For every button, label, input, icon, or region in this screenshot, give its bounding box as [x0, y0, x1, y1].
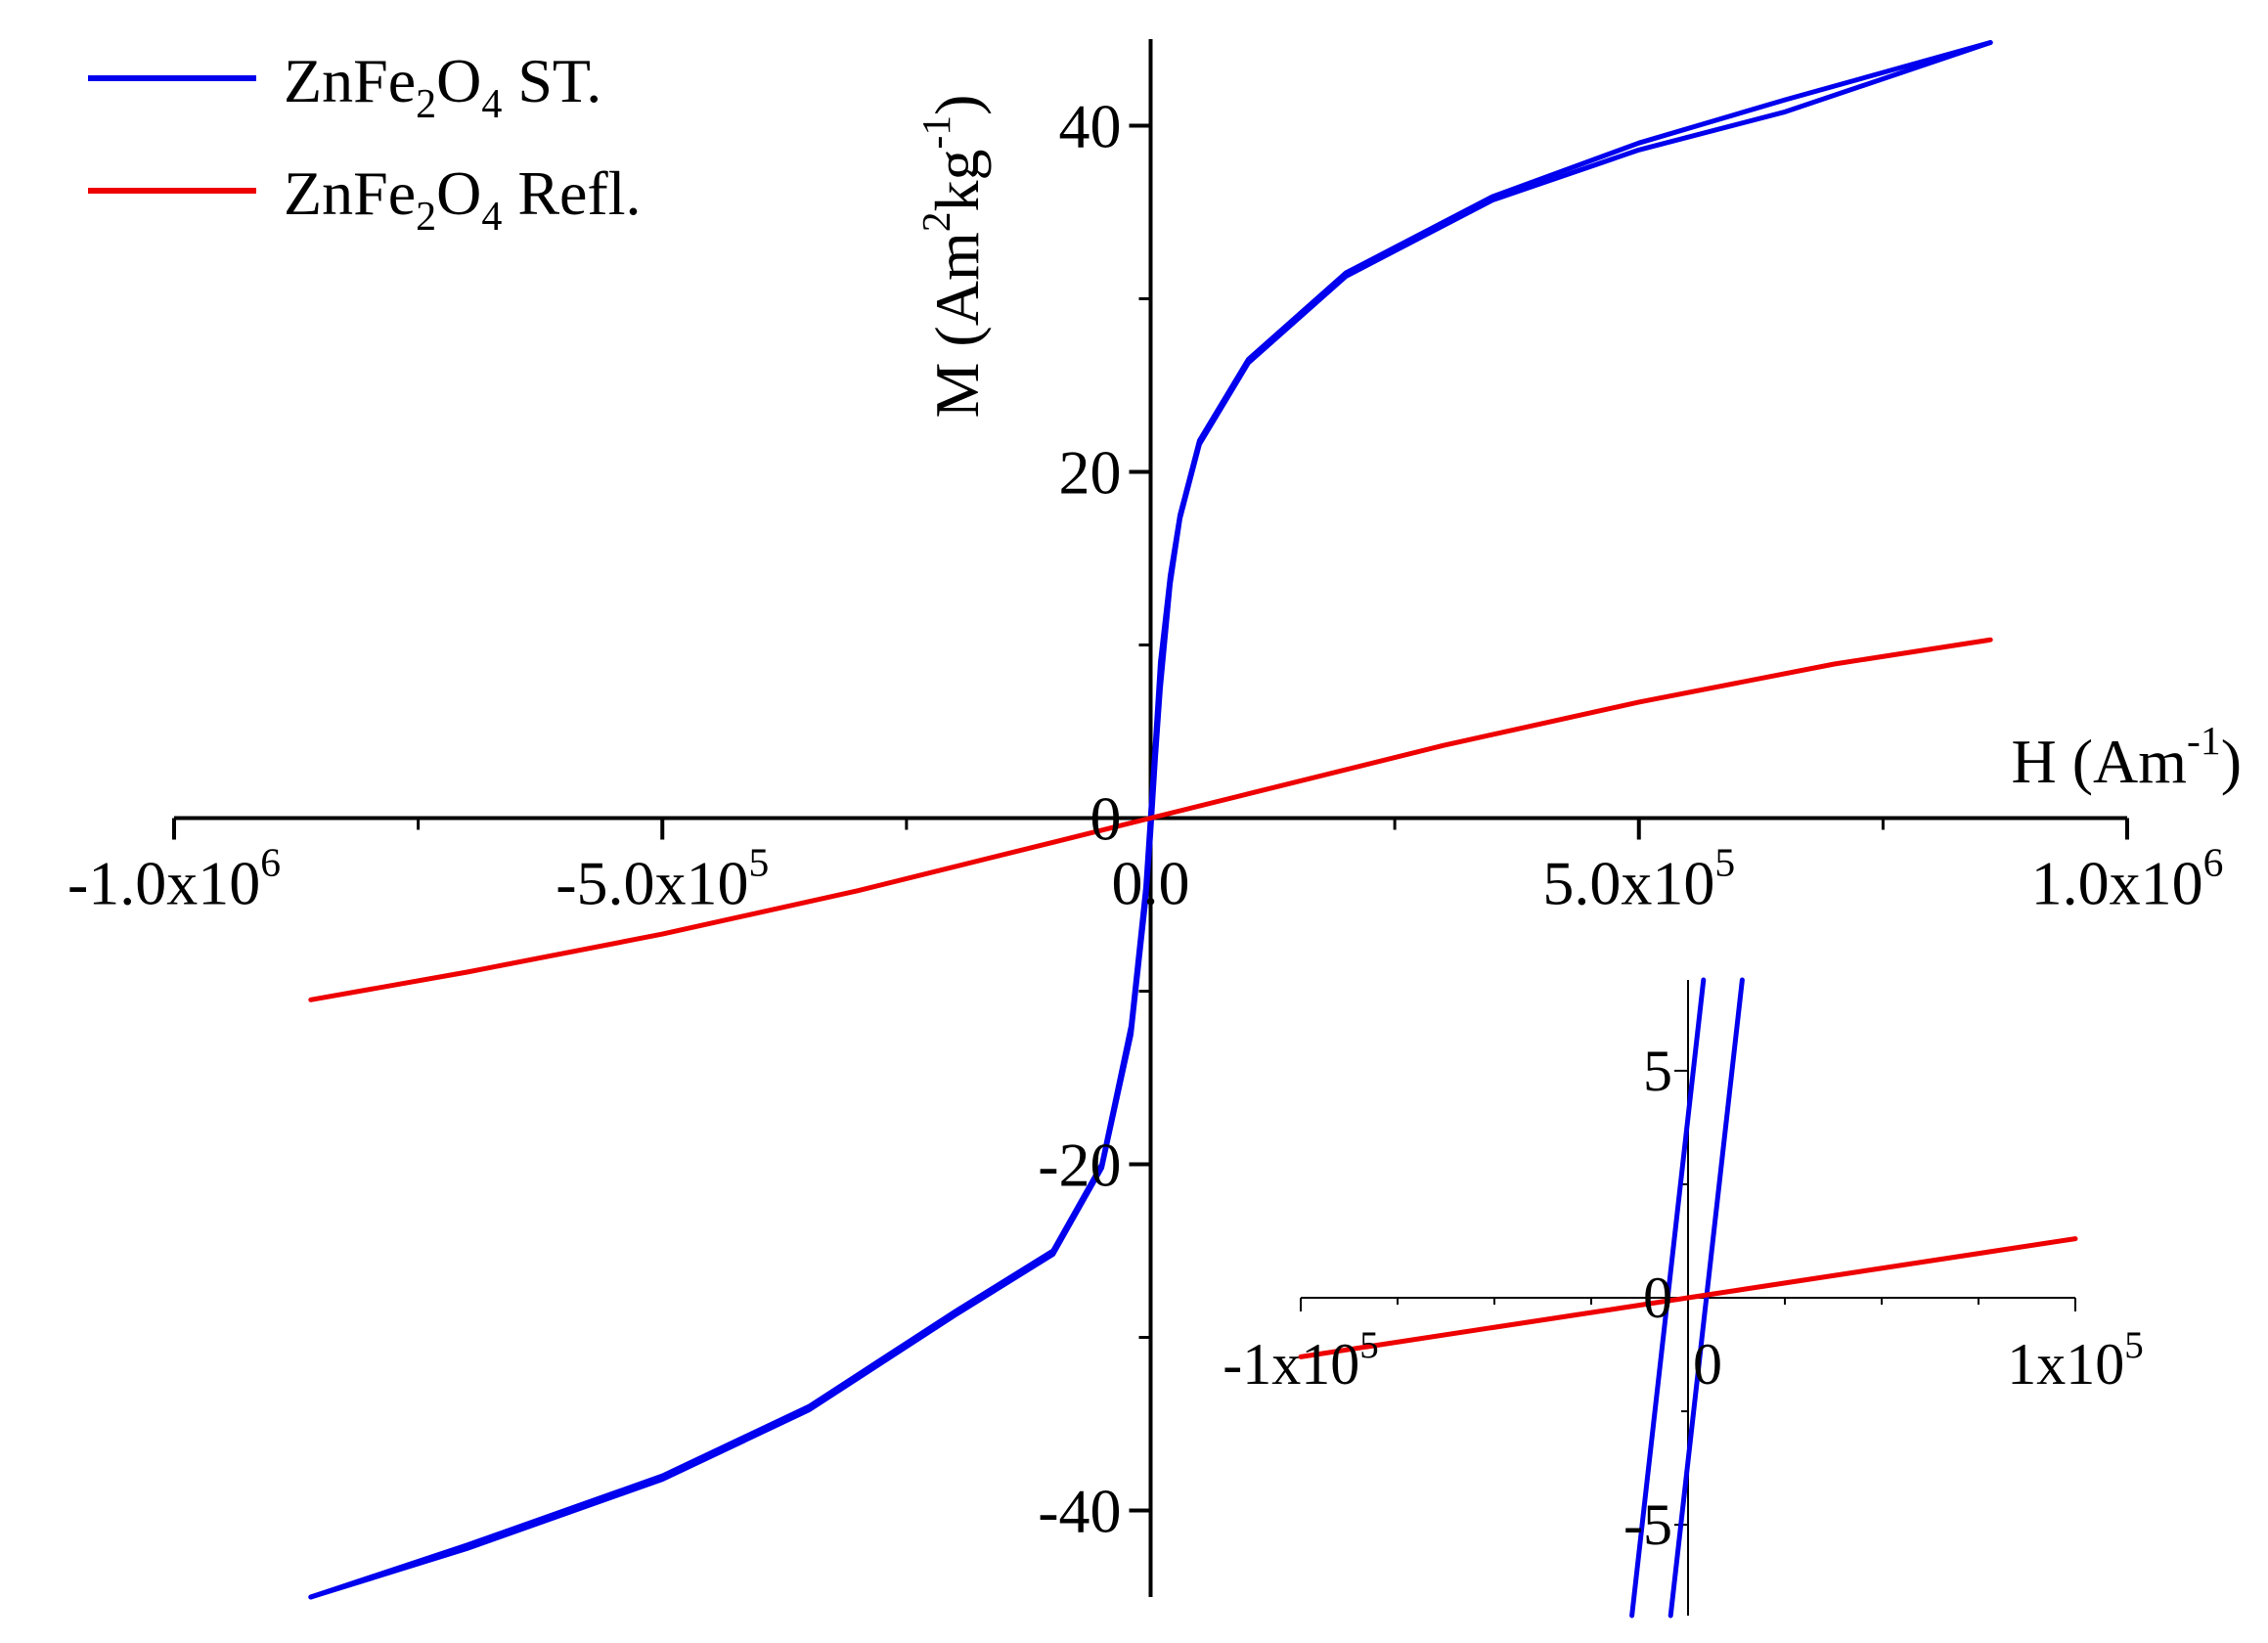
main-tick-labels: -1.0x106 -5.0x105 0.0 5.0x105 1.0x106 -40 -20 0… [67, 92, 2223, 1546]
y-tick-label: -40 [1038, 1477, 1121, 1546]
main-plot: -1.0x106 -5.0x105 0.0 5.0x105 1.0x106 -40 -20 0… [67, 39, 2243, 1600]
inset-y-tick-label: 5 [1643, 1039, 1672, 1103]
legend-label: ZnFe2O4 ST. [284, 46, 601, 127]
inset-plot: -1x105 0 1x105 -5 0 5 [1223, 977, 2144, 1619]
main-series [308, 40, 1993, 1600]
legend-item: ZnFe2O4 ST. [88, 46, 601, 127]
legend-item: ZnFe2O4 Refl. [88, 158, 642, 240]
x-tick-label: 0.0 [1112, 849, 1190, 918]
x-tick-label: -5.0x105 [556, 840, 769, 918]
x-axis-label: H (Am-1) [2012, 718, 2243, 796]
series-line-2 [308, 637, 1993, 1002]
legend: ZnFe2O4 ST. ZnFe2O4 Refl. [88, 46, 642, 240]
inset-x-tick-label: 1x105 [2007, 1324, 2144, 1397]
series-line-1 [308, 40, 1993, 1600]
x-tick-label: 5.0x105 [1542, 840, 1735, 918]
y-tick-label: 40 [1059, 92, 1122, 161]
inset-series-line-0 [1668, 977, 1745, 1619]
y-axis-label: M (Am2kg-1) [913, 95, 992, 419]
inset-y-tick-label: 0 [1643, 1266, 1672, 1330]
y-tick-label: -20 [1038, 1131, 1121, 1200]
y-tick-label: 0 [1090, 784, 1122, 854]
x-tick-label: 1.0x106 [2031, 840, 2224, 918]
x-tick-label: -1.0x106 [67, 840, 281, 918]
inset-series-line-2 [1298, 1236, 2078, 1359]
legend-label: ZnFe2O4 Refl. [284, 158, 642, 240]
inset-series-line-1 [1629, 977, 1707, 1619]
inset-y-tick-label: -5 [1623, 1492, 1672, 1557]
inset-x-tick-label: 0 [1693, 1332, 1722, 1397]
y-tick-label: 20 [1059, 438, 1122, 508]
inset-tick-labels: -1x105 0 1x105 -5 0 5 [1223, 1039, 2143, 1557]
inset-x-tick-label: -1x105 [1223, 1324, 1378, 1397]
inset-series [1298, 977, 2078, 1619]
